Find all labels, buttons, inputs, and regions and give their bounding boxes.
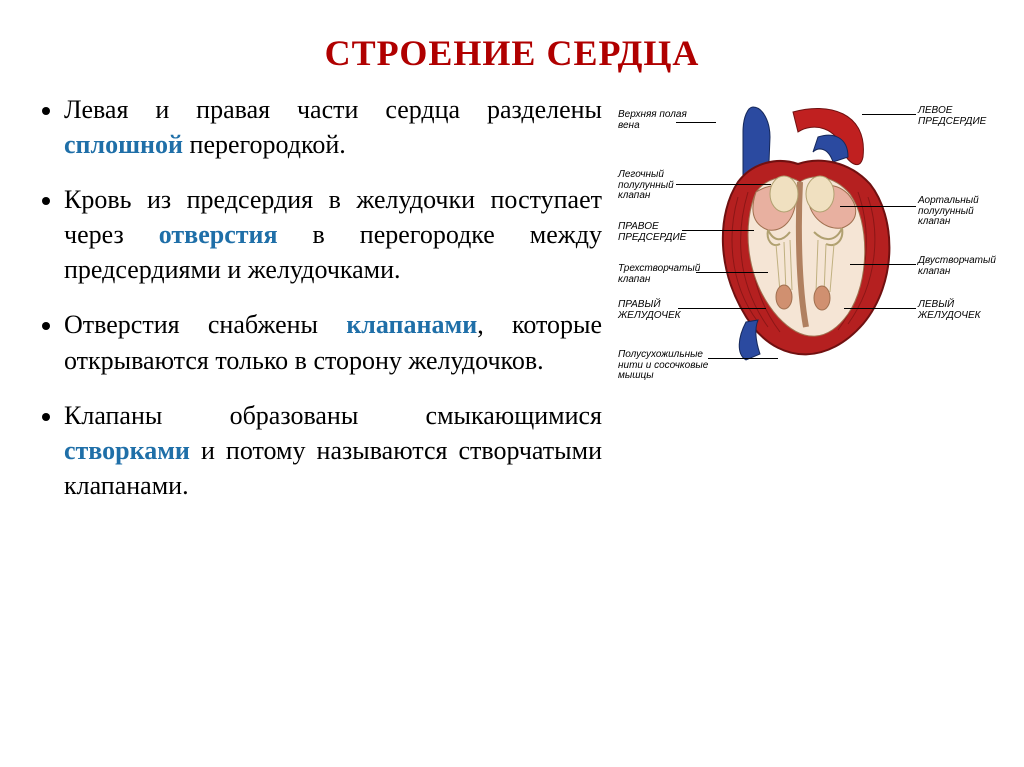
heart-svg [698, 102, 908, 362]
bullet-list: Левая и правая части сердца разделены сп… [36, 92, 602, 503]
bullet-item: Отверстия снабжены клапанами, которые от… [64, 307, 602, 377]
heart-diagram: Верхняя полая вена Легочный полулунный к… [618, 92, 988, 522]
content-row: Левая и правая части сердца разделены сп… [36, 92, 988, 523]
label-right-ventricle: ПРАВЫЙ ЖЕЛУДОЧЕК [618, 300, 681, 321]
text-column: Левая и правая части сердца разделены сп… [36, 92, 618, 523]
label-left-atrium: ЛЕВОЕ ПРЕДСЕРДИЕ [918, 106, 986, 127]
bullet-highlight: створками [64, 436, 190, 465]
bullet-item: Клапаны образованы смыкающимися створкам… [64, 398, 602, 503]
label-chordae: Полусухожильные нити и сосочковые мышцы [618, 350, 708, 382]
bullet-item: Левая и правая части сердца разделены сп… [64, 92, 602, 162]
bullet-text: Клапаны образованы смыкающимися [64, 401, 602, 430]
label-bicuspid: Двустворчатый клапан [918, 256, 996, 277]
bullet-text: Отверстия снабжены [64, 310, 346, 339]
bullet-item: Кровь из предсердия в желудочки поступае… [64, 182, 602, 287]
label-pulmonary-valve: Легочный полулунный клапан [618, 170, 674, 202]
label-aortic-valve: Аортальный полулунный клапан [918, 196, 979, 228]
bullet-text: Левая и правая части сердца разделены [64, 95, 602, 124]
label-left-ventricle: ЛЕВЫЙ ЖЕЛУДОЧЕК [918, 300, 981, 321]
label-tricuspid: Трехстворчатый клапан [618, 264, 700, 285]
label-right-atrium: ПРАВОЕ ПРЕДСЕРДИЕ [618, 222, 686, 243]
bullet-highlight: сплошной [64, 130, 183, 159]
label-vena-cava: Верхняя полая вена [618, 110, 687, 131]
bullet-text: перегородкой. [183, 130, 346, 159]
slide: СТРОЕНИЕ СЕРДЦА Левая и правая части сер… [0, 0, 1024, 767]
slide-title: СТРОЕНИЕ СЕРДЦА [36, 32, 988, 74]
bullet-highlight: клапанами [346, 310, 477, 339]
bullet-highlight: отверстия [159, 220, 278, 249]
